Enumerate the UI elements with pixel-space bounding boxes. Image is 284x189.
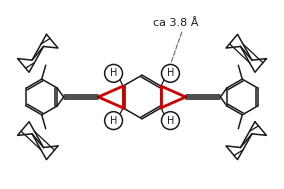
Circle shape [105, 112, 122, 129]
Circle shape [162, 64, 179, 82]
Text: H: H [110, 116, 117, 126]
Circle shape [105, 64, 122, 82]
Text: H: H [167, 68, 174, 78]
Circle shape [162, 112, 179, 129]
Text: ca 3.8 Å: ca 3.8 Å [153, 18, 199, 28]
Text: H: H [110, 68, 117, 78]
Text: H: H [167, 116, 174, 126]
